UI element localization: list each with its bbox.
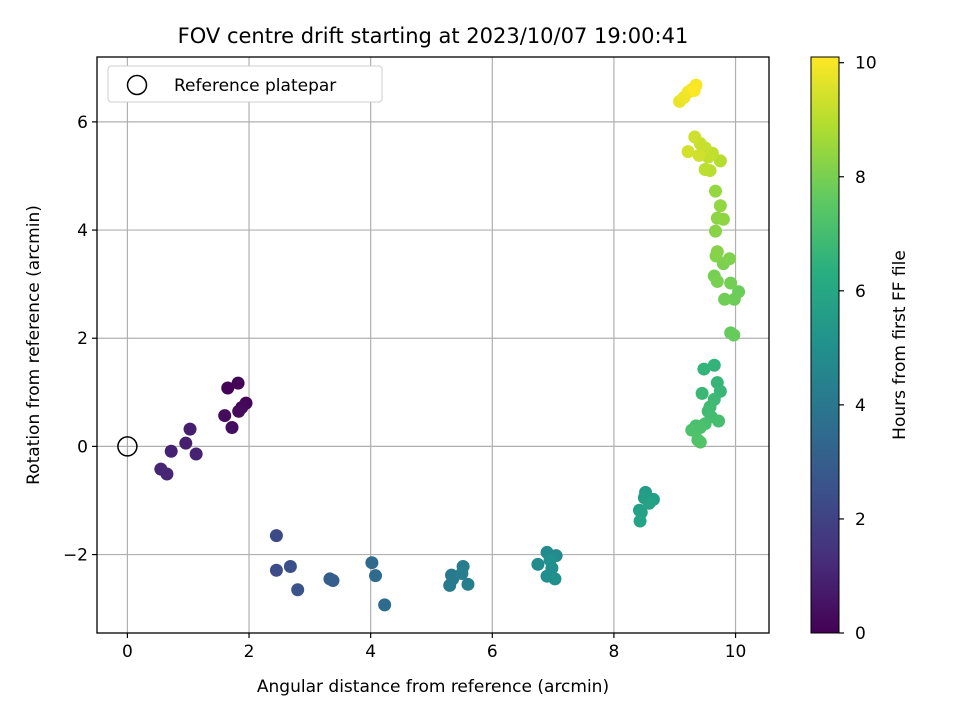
legend: Reference platepar [107,65,383,103]
data-point [269,529,283,543]
data-point [727,292,741,306]
data-point [183,422,197,436]
x-tick-label: 6 [487,642,498,662]
data-point [685,423,699,437]
data-point [642,496,656,510]
colorbar-ticks: 0 2 4 6 8 10 [839,54,877,644]
data-point [189,447,203,461]
data-point [716,212,730,226]
data-point [710,245,724,259]
colorbar-tick-label: 8 [855,168,866,188]
reference-point [117,436,138,457]
data-point [543,553,557,567]
grid-lines [97,57,769,633]
x-axis-label: Angular distance from reference (arcmin) [257,677,609,697]
data-point [698,162,712,176]
colorbar-label: Hours from first FF file [890,250,910,440]
plot-frame [96,56,770,634]
data-point [326,574,340,588]
data-point [225,420,239,434]
data-point [681,145,695,159]
x-tick-label: 8 [609,642,620,662]
colorbar: 0 2 4 6 8 10 Hours from first FF file [810,54,910,644]
data-point [365,556,379,570]
y-tick-label: 6 [77,113,88,133]
data-point [461,577,475,591]
data-point [531,557,545,571]
data-point [697,362,711,376]
data-point [688,130,702,144]
x-axis-ticks: 0 2 4 6 8 10 [122,633,746,662]
x-tick-label: 10 [725,642,747,662]
legend-box [107,65,383,103]
x-tick-label: 2 [244,642,255,662]
y-tick-label: 0 [77,437,88,457]
colorbar-tick-label: 10 [855,54,877,74]
data-point [687,84,701,98]
data-point [221,381,235,395]
data-point [633,514,647,528]
data-point [548,572,562,586]
data-points [154,78,746,612]
x-tick-label: 0 [122,642,133,662]
colorbar-gradient [810,56,840,634]
data-point [708,224,722,238]
data-point [231,376,245,390]
data-point [724,276,738,290]
data-point [722,252,736,266]
data-point [164,444,178,458]
colorbar-tick-label: 4 [855,396,866,416]
legend-label: Reference platepar [174,76,336,96]
y-tick-label: 4 [77,221,88,241]
data-point [269,563,283,577]
data-point [710,274,724,288]
data-point [695,386,709,400]
y-axis-label: Rotation from reference (arcmin) [24,205,44,485]
data-point [291,583,305,597]
colorbar-tick-label: 6 [855,282,866,302]
data-point [727,328,741,342]
data-point [713,199,727,213]
y-axis-ticks: −2 0 2 4 6 [63,113,97,566]
data-point [218,409,232,423]
reference-marker [117,436,138,457]
data-point [708,184,722,198]
y-tick-label: −2 [63,546,88,566]
data-point [712,414,726,428]
colorbar-tick-label: 0 [855,624,866,644]
data-point [455,567,469,581]
data-point [692,148,706,162]
data-point [232,404,246,418]
data-point [160,467,174,481]
legend-marker-icon [126,74,148,96]
x-tick-label: 4 [365,642,376,662]
data-point [707,358,721,372]
data-point [718,292,732,306]
y-tick-label: 2 [77,329,88,349]
chart-title: FOV centre drift starting at 2023/10/07 … [178,24,689,48]
data-point [369,569,383,583]
colorbar-tick-label: 2 [855,510,866,530]
data-point [283,559,297,573]
data-point [378,598,392,612]
data-point [693,435,707,449]
data-point [179,436,193,450]
